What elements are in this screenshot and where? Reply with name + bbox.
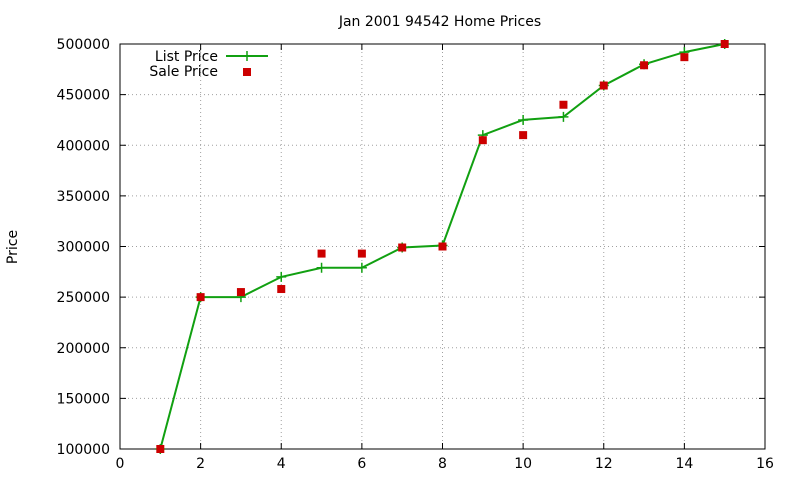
sale-price-point xyxy=(357,249,366,258)
x-tick-label: 0 xyxy=(116,456,125,472)
sale-price-point xyxy=(680,53,689,62)
x-tick-label: 4 xyxy=(277,456,286,472)
y-tick-label: 150000 xyxy=(57,391,110,407)
x-tick-label: 12 xyxy=(595,456,613,472)
data-series xyxy=(155,39,730,454)
x-tick-label: 2 xyxy=(196,456,205,472)
sale-price-point xyxy=(599,81,608,90)
list-price-point xyxy=(356,262,367,273)
sale-price-point xyxy=(196,293,205,302)
sale-price-point xyxy=(317,249,326,258)
sale-price-point xyxy=(478,136,487,145)
chart-title: Jan 2001 94542 Home Prices xyxy=(338,14,541,30)
list-price-point xyxy=(316,262,327,273)
sale-price-point xyxy=(277,285,286,294)
axis-ticks: 0 2 4 6 8 10 12 14 16 100000 150000 200000 250000 300… xyxy=(57,37,774,472)
y-tick-label: 500000 xyxy=(57,37,110,53)
sale-price-point xyxy=(398,243,407,252)
y-tick-label: 400000 xyxy=(57,138,110,154)
y-tick-label: 450000 xyxy=(57,88,110,104)
legend-marker-sale-price xyxy=(243,68,251,76)
y-tick-label: 250000 xyxy=(57,290,110,306)
legend-marker-list-price xyxy=(242,51,252,61)
sale-price-point xyxy=(519,131,528,140)
x-tick-label: 10 xyxy=(514,456,532,472)
legend-label-list-price: List Price xyxy=(155,49,218,65)
sale-price-point xyxy=(156,445,165,453)
list-price-point xyxy=(276,271,287,282)
sale-price-point xyxy=(640,61,649,70)
sale-price-point xyxy=(438,242,447,251)
x-tick-label: 6 xyxy=(357,456,366,472)
list-price-point xyxy=(558,111,569,122)
x-tick-label: 16 xyxy=(756,456,774,472)
legend-label-sale-price: Sale Price xyxy=(149,64,218,80)
y-axis-label: Price xyxy=(5,230,21,264)
sale-price-point xyxy=(559,100,568,109)
x-tick-label: 14 xyxy=(675,456,693,472)
list-price-point xyxy=(518,114,529,125)
y-tick-label: 200000 xyxy=(57,341,110,357)
sale-price-point xyxy=(236,288,245,297)
sale-price-point xyxy=(720,40,729,48)
y-tick-label: 350000 xyxy=(57,189,110,205)
y-tick-label: 100000 xyxy=(57,442,110,458)
y-tick-label: 300000 xyxy=(57,240,110,256)
legend: List Price Sale Price xyxy=(149,49,268,80)
x-tick-label: 8 xyxy=(438,456,447,472)
